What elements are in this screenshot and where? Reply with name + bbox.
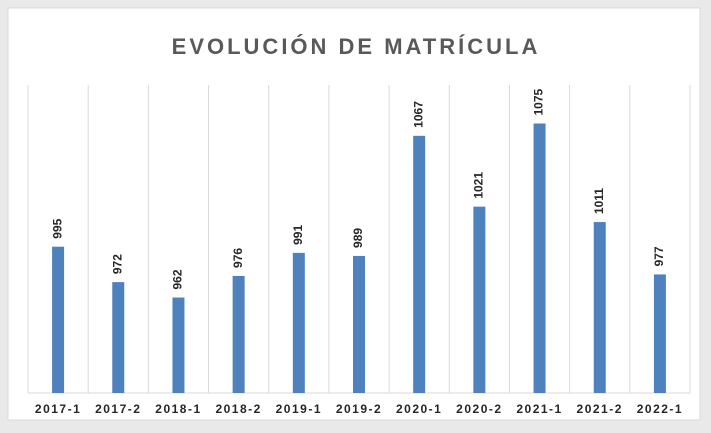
x-tick-label: 2017-1 — [35, 402, 81, 416]
bar — [112, 282, 125, 393]
bar — [353, 255, 365, 393]
data-label: 989 — [351, 228, 365, 248]
x-tick-label: 2022-1 — [637, 402, 683, 416]
data-label: 1075 — [532, 88, 546, 115]
x-tick-label: 2017-2 — [95, 402, 141, 416]
x-tick-label: 2018-2 — [215, 402, 261, 416]
bar — [413, 135, 426, 393]
data-label: 991 — [291, 225, 305, 245]
data-label: 995 — [50, 218, 64, 238]
bar — [292, 252, 305, 393]
bar — [232, 275, 245, 393]
x-tick-label: 2019-1 — [276, 402, 322, 416]
bar — [533, 123, 546, 393]
x-tick-label: 2020-1 — [396, 402, 442, 416]
x-tick-label: 2020-2 — [456, 402, 502, 416]
x-tick-label: 2021-1 — [516, 402, 562, 416]
data-label: 962 — [171, 269, 185, 289]
x-tick-label: 2018-1 — [155, 402, 201, 416]
x-tick-label: 2021-2 — [577, 402, 623, 416]
bar — [473, 206, 486, 393]
bar — [172, 297, 185, 393]
data-label: 1011 — [592, 188, 606, 214]
data-label: 976 — [231, 248, 245, 268]
data-label: 977 — [652, 246, 666, 266]
x-tick-label: 2019-2 — [336, 402, 382, 416]
data-label: 972 — [110, 254, 124, 274]
bar — [653, 274, 666, 393]
chart-title: EVOLUCIÓN DE MATRÍCULA — [172, 34, 541, 59]
bar — [593, 222, 606, 393]
data-label: 1067 — [411, 101, 425, 128]
data-label: 1021 — [472, 172, 486, 199]
bar — [52, 246, 65, 393]
